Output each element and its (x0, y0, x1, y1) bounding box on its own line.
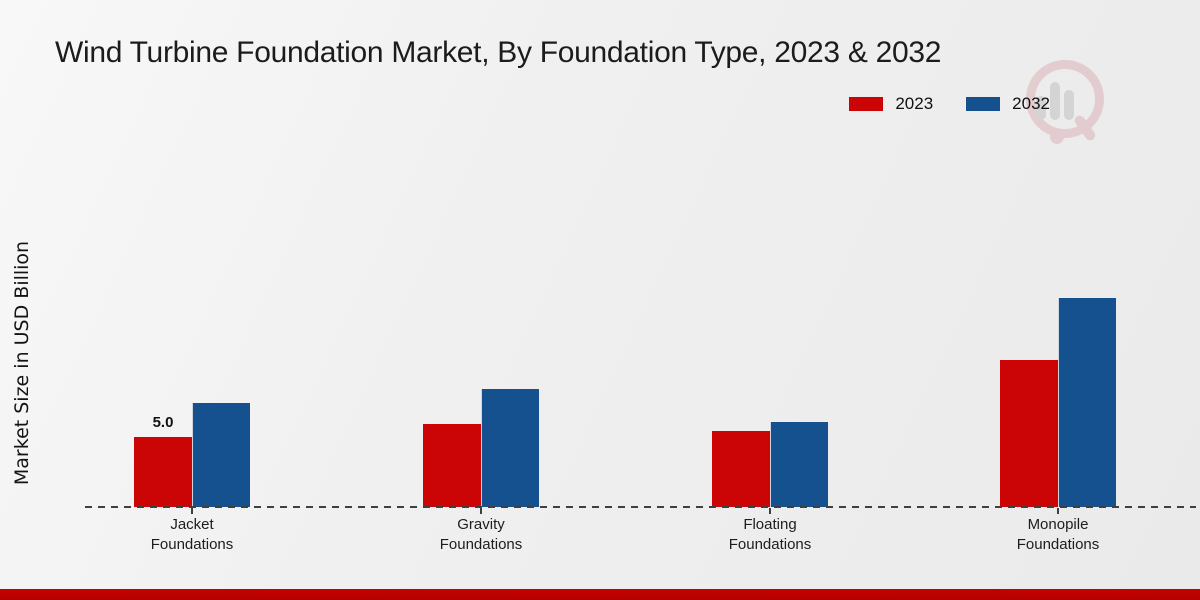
x-axis-tick (480, 508, 482, 514)
legend-item-2023[interactable]: 2023 (848, 94, 933, 114)
x-axis-tick (191, 508, 193, 514)
market-research-watermark-logo (1018, 58, 1110, 156)
legend-swatch-2023 (848, 96, 885, 112)
watermark-bar-icon (1036, 96, 1046, 120)
y-axis-label: Market Size in USD Billion (11, 240, 33, 486)
bar-2032-floating-foundations[interactable] (770, 422, 828, 507)
bar-2032-gravity-foundations[interactable] (481, 389, 539, 507)
x-axis-category-label: Monopile Foundations (1016, 516, 1100, 554)
legend-item-2032[interactable]: 2032 (965, 94, 1050, 114)
legend-label-2032: 2032 (1012, 94, 1050, 113)
bar-2023-floating-foundations[interactable] (712, 431, 770, 507)
watermark-dot-icon (1050, 130, 1064, 144)
bar-2032-jacket-foundations[interactable] (192, 403, 250, 507)
x-axis-category-label: Gravity Foundations (439, 516, 523, 554)
bar-2023-jacket-foundations[interactable] (134, 437, 192, 507)
bar-2023-monopile-foundations[interactable] (1000, 360, 1058, 507)
legend-label-2023: 2023 (895, 94, 934, 113)
bar-2023-gravity-foundations[interactable] (423, 424, 481, 507)
x-axis-category-label: Floating Foundations (728, 516, 812, 554)
bar-2032-monopile-foundations[interactable] (1058, 298, 1116, 507)
x-axis-category-label: Jacket Foundations (150, 516, 234, 554)
chart-title: Wind Turbine Foundation Market, By Found… (55, 36, 942, 69)
watermark-bar-icon (1064, 90, 1074, 120)
x-axis-tick (1057, 508, 1059, 514)
x-axis-tick (769, 508, 771, 514)
legend: 2023 2032 (848, 94, 1050, 114)
x-axis-baseline (85, 506, 1196, 508)
legend-swatch-2032 (965, 96, 1002, 112)
footer-stripe (0, 589, 1200, 600)
watermark-bar-icon (1050, 82, 1060, 120)
bar-value-label: 5.0 (152, 414, 174, 431)
magnifier-ring-icon (1026, 60, 1104, 138)
